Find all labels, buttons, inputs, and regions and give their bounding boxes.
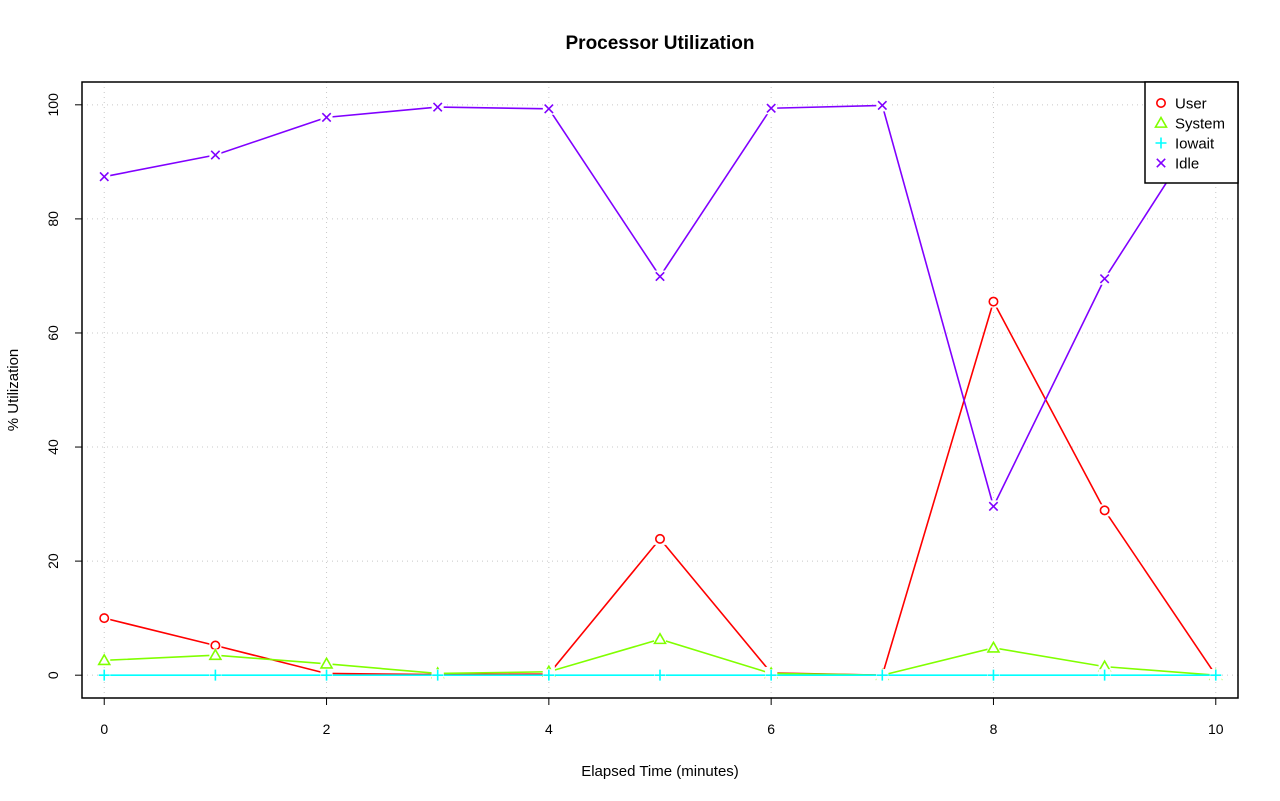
y-tick-label: 80 — [45, 211, 61, 227]
data-point-iowait — [876, 669, 888, 681]
marker-gap-system — [98, 654, 111, 667]
data-point-system — [653, 632, 667, 645]
data-point-idle — [321, 112, 332, 123]
series-idle — [98, 99, 1222, 513]
data-point-system — [208, 648, 223, 661]
x-tick-label: 6 — [767, 721, 775, 737]
grid — [82, 82, 1238, 698]
marker-gap-system — [209, 649, 222, 662]
data-point-iowait — [209, 669, 221, 681]
series-line-idle — [104, 104, 1217, 509]
legend-marker-idle — [1156, 158, 1166, 168]
legend-marker-iowait — [1155, 137, 1167, 149]
legend-box — [1144, 81, 1239, 184]
series-layer — [97, 99, 1223, 682]
series-user — [98, 295, 1222, 682]
data-point-iowait — [987, 669, 999, 681]
data-point-user — [1099, 505, 1110, 516]
data-point-system — [97, 653, 112, 666]
y-tick-label: 60 — [45, 325, 61, 341]
data-point-user — [988, 296, 999, 307]
series-iowait — [98, 669, 1222, 682]
x-tick-label: 0 — [100, 721, 108, 737]
data-point-idle — [988, 501, 999, 512]
data-point-iowait — [98, 669, 110, 681]
y-tick-label: 100 — [45, 93, 61, 117]
legend-label-iowait: Iowait — [1175, 136, 1215, 153]
data-point-iowait — [765, 669, 777, 681]
data-point-user — [99, 613, 110, 624]
data-point-system — [319, 656, 334, 669]
data-point-idle — [766, 103, 776, 114]
data-point-iowait — [432, 669, 444, 681]
data-point-idle — [210, 150, 221, 160]
data-point-iowait — [321, 669, 333, 681]
x-tick-label: 8 — [990, 721, 998, 737]
data-point-iowait — [1099, 669, 1111, 681]
data-point-idle — [1099, 274, 1110, 284]
legend-marker-user — [1156, 98, 1167, 109]
legend-label-user: User — [1175, 96, 1207, 113]
x-axis-label: Elapsed Time (minutes) — [581, 763, 739, 780]
plot-frame — [81, 81, 1239, 699]
data-point-system — [986, 640, 1001, 653]
legend-label-system: System — [1175, 116, 1225, 133]
data-point-idle — [877, 100, 888, 111]
series-line-user — [104, 299, 1217, 677]
data-point-iowait — [543, 669, 555, 681]
data-point-idle — [544, 104, 554, 114]
y-tick-label: 20 — [45, 553, 61, 569]
marker-gap-system — [654, 633, 666, 646]
marker-gap-system — [320, 657, 333, 670]
y-tick-label: 40 — [45, 439, 61, 455]
marker-gap-system — [987, 641, 1000, 654]
data-point-iowait — [1210, 669, 1222, 681]
legend: User System Iowait Idle — [1144, 81, 1239, 184]
data-point-idle — [655, 271, 665, 282]
chart-title: Processor Utilization — [566, 33, 755, 54]
x-tick-label: 4 — [545, 721, 553, 737]
legend-label-idle: Idle — [1175, 156, 1199, 173]
data-point-idle — [432, 102, 443, 112]
data-point-user — [654, 533, 665, 544]
data-point-iowait — [654, 669, 666, 681]
legend-marker-system — [1154, 115, 1168, 128]
y-axis-label: % Utilization — [5, 349, 22, 432]
y-tick-label: 0 — [45, 671, 61, 679]
x-tick-label: 2 — [323, 721, 331, 737]
data-point-idle — [99, 171, 109, 182]
x-tick-label: 10 — [1208, 721, 1224, 737]
